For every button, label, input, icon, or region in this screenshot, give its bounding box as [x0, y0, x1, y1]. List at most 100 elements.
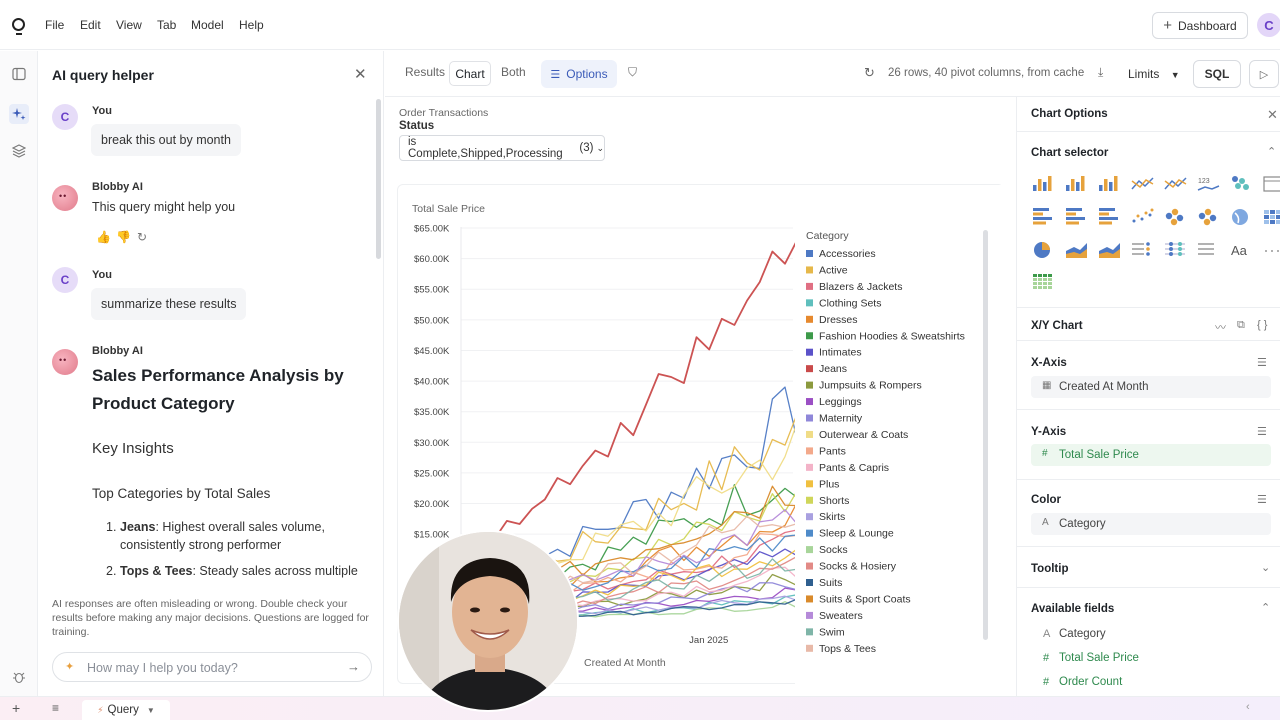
- scatter-chart-icon[interactable]: [1140, 217, 1144, 221]
- pivot-table-icon[interactable]: [1048, 278, 1052, 281]
- list-icon[interactable]: [1146, 242, 1150, 246]
- menu-file[interactable]: File: [45, 18, 65, 32]
- bubble-chart-icon[interactable]: [1165, 212, 1173, 220]
- area-chart-icon[interactable]: [1066, 249, 1087, 258]
- map-icon[interactable]: [1234, 212, 1240, 224]
- horizontal-bar-icon[interactable]: [1099, 208, 1115, 211]
- bar-chart-icon[interactable]: [1081, 176, 1085, 191]
- scatter-chart-icon[interactable]: [1144, 211, 1148, 215]
- pivot-table-icon[interactable]: [1038, 274, 1042, 277]
- heatmap-icon[interactable]: [1270, 215, 1275, 219]
- bar-chart-icon[interactable]: [1104, 179, 1108, 191]
- map-icon[interactable]: [1232, 209, 1248, 225]
- more-icon[interactable]: [1265, 250, 1267, 252]
- horizontal-bar-icon[interactable]: [1099, 221, 1112, 225]
- menu-model[interactable]: Model: [191, 18, 224, 32]
- pivot-table-icon[interactable]: [1048, 274, 1052, 277]
- chevron-left-icon[interactable]: ‹: [1246, 701, 1250, 713]
- scatter-chart-icon[interactable]: [1132, 219, 1136, 223]
- heatmap-icon[interactable]: [1270, 210, 1275, 214]
- sliders-icon[interactable]: ☰: [1257, 357, 1267, 369]
- pivot-table-icon[interactable]: [1043, 274, 1047, 277]
- scatter-chart-icon[interactable]: [1148, 213, 1152, 217]
- menu-edit[interactable]: Edit: [80, 18, 101, 32]
- bar-chart-icon[interactable]: [1076, 182, 1080, 191]
- more-icon[interactable]: [1271, 250, 1273, 252]
- thumbs-down-icon[interactable]: 👎: [116, 230, 131, 244]
- pivot-table-icon[interactable]: [1038, 286, 1042, 289]
- bar-chart-icon[interactable]: [1066, 185, 1070, 191]
- bar-chart-icon[interactable]: [1109, 182, 1113, 191]
- big-number-icon[interactable]: 123: [1198, 178, 1210, 185]
- scatter-chart-icon[interactable]: [1136, 214, 1140, 218]
- pivot-table-icon[interactable]: [1033, 286, 1037, 289]
- pivot-table-icon[interactable]: [1048, 282, 1052, 285]
- bubble-chart-icon[interactable]: [1198, 212, 1206, 220]
- bubble-chart-icon[interactable]: [1232, 176, 1238, 182]
- bar-chart-icon[interactable]: [1099, 185, 1103, 191]
- thumbs-up-icon[interactable]: 👍: [96, 230, 111, 244]
- tooltip-label[interactable]: Tooltip: [1031, 563, 1069, 575]
- pie-chart-icon[interactable]: [1042, 242, 1050, 250]
- close-icon[interactable]: ✕: [1267, 107, 1278, 122]
- download-icon[interactable]: ⤓: [1098, 65, 1104, 79]
- text-chart-icon[interactable]: Aa: [1231, 243, 1248, 258]
- bubble-chart-icon[interactable]: [1176, 214, 1184, 222]
- bubble-chart-icon[interactable]: [1239, 178, 1245, 184]
- bubble-chart-icon[interactable]: [1235, 183, 1241, 189]
- bubble-chart-icon[interactable]: [1203, 218, 1211, 226]
- dumbbell-icon[interactable]: [1169, 252, 1173, 256]
- bar-chart-icon[interactable]: [1071, 179, 1075, 191]
- area-chart-icon[interactable]: [1099, 249, 1120, 258]
- sliders-icon[interactable]: ☰: [1257, 426, 1267, 438]
- status-filter-select[interactable]: is Complete,Shipped,Processing (3) ⌄: [399, 135, 605, 161]
- horizontal-bar-icon[interactable]: [1099, 212, 1109, 216]
- limits-dropdown[interactable]: Limits ▼: [1128, 67, 1180, 81]
- horizontal-bar-icon[interactable]: [1033, 217, 1052, 220]
- bubble-chart-icon[interactable]: [1170, 218, 1178, 226]
- pivot-table-icon[interactable]: [1033, 278, 1037, 281]
- ai-sparkle-icon[interactable]: [9, 104, 29, 124]
- tab-query[interactable]: ⚡ Query ▼: [82, 700, 170, 720]
- heatmap-icon[interactable]: [1264, 215, 1269, 219]
- line-chart-icon[interactable]: [1164, 179, 1187, 189]
- chat-scrollbar[interactable]: [376, 99, 381, 259]
- heatmap-icon[interactable]: [1276, 210, 1280, 214]
- dumbbell-icon[interactable]: [1178, 242, 1182, 246]
- chevron-up-icon[interactable]: ⌃: [1267, 146, 1277, 158]
- dumbbell-icon[interactable]: [1169, 242, 1173, 246]
- sql-button[interactable]: SQL: [1193, 60, 1241, 88]
- pivot-table-icon[interactable]: [1038, 282, 1042, 285]
- heatmap-icon[interactable]: [1276, 215, 1280, 219]
- legend-scrollbar[interactable]: [983, 230, 988, 640]
- copy-icon[interactable]: ⧉: [1237, 319, 1245, 331]
- heatmap-icon[interactable]: [1264, 210, 1269, 214]
- line-chart-icon[interactable]: [1131, 179, 1154, 189]
- bubble-chart-icon[interactable]: [1204, 208, 1212, 216]
- menu-help[interactable]: Help: [239, 18, 264, 32]
- heatmap-icon[interactable]: [1270, 220, 1275, 224]
- dumbbell-icon[interactable]: [1178, 252, 1182, 256]
- horizontal-bar-icon[interactable]: [1066, 221, 1079, 225]
- heatmap-icon[interactable]: [1276, 220, 1280, 224]
- bar-chart-icon[interactable]: [1043, 182, 1047, 191]
- bubble-chart-icon[interactable]: [1171, 208, 1179, 216]
- bar-chart-icon[interactable]: [1114, 176, 1118, 191]
- bubble-chart-icon[interactable]: [1243, 184, 1249, 190]
- tab-results[interactable]: Results: [405, 65, 446, 79]
- tab-chart[interactable]: Chart: [449, 61, 491, 86]
- chat-input[interactable]: [87, 659, 337, 677]
- bug-icon[interactable]: [11, 669, 27, 685]
- sliders-icon[interactable]: ☰: [1257, 494, 1267, 506]
- filter-icon[interactable]: ⛉: [628, 65, 638, 79]
- pivot-table-icon[interactable]: [1038, 278, 1042, 281]
- x-axis-field[interactable]: ▦ Created At Month: [1031, 376, 1271, 398]
- table-icon[interactable]: [1263, 176, 1280, 192]
- sparkline-icon[interactable]: [1197, 185, 1220, 191]
- horizontal-bar-icon[interactable]: [1033, 208, 1049, 211]
- pivot-table-icon[interactable]: [1043, 286, 1047, 289]
- bubble-chart-icon[interactable]: [1209, 214, 1217, 222]
- heatmap-icon[interactable]: [1264, 220, 1269, 224]
- menu-view[interactable]: View: [116, 18, 142, 32]
- list-icon[interactable]: [1146, 252, 1150, 256]
